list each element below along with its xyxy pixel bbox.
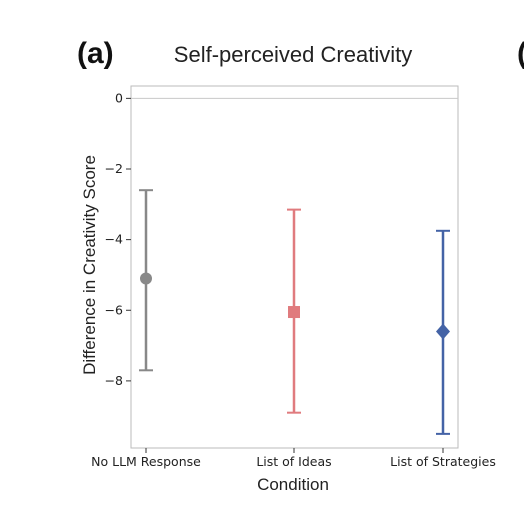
next-panel-label-fragment: (: [517, 37, 524, 70]
data-point: [140, 272, 152, 285]
y-tick-label: −2: [105, 161, 123, 176]
data-point: [288, 306, 300, 319]
y-tick-label: −4: [105, 232, 123, 247]
x-tick-label: List of Strategies: [390, 454, 496, 469]
chart-title: Self-perceived Creativity: [174, 42, 412, 67]
error-bar-marks: [139, 189, 450, 435]
y-axis-ticks: 0 −2 −4 −6 −8: [105, 90, 131, 388]
y-tick-label: −8: [105, 373, 123, 388]
x-axis-ticks: No LLM Response List of Ideas List of Stra…: [91, 448, 496, 469]
x-tick-label: No LLM Response: [91, 454, 201, 469]
x-axis-label: Condition: [257, 475, 329, 494]
panel-label: (a): [77, 37, 114, 70]
data-point: [436, 323, 450, 340]
x-tick-label: List of Ideas: [256, 454, 331, 469]
y-axis-label: Difference in Creativity Score: [80, 155, 99, 375]
y-tick-label: −6: [105, 302, 123, 317]
y-tick-label: 0: [115, 90, 123, 105]
